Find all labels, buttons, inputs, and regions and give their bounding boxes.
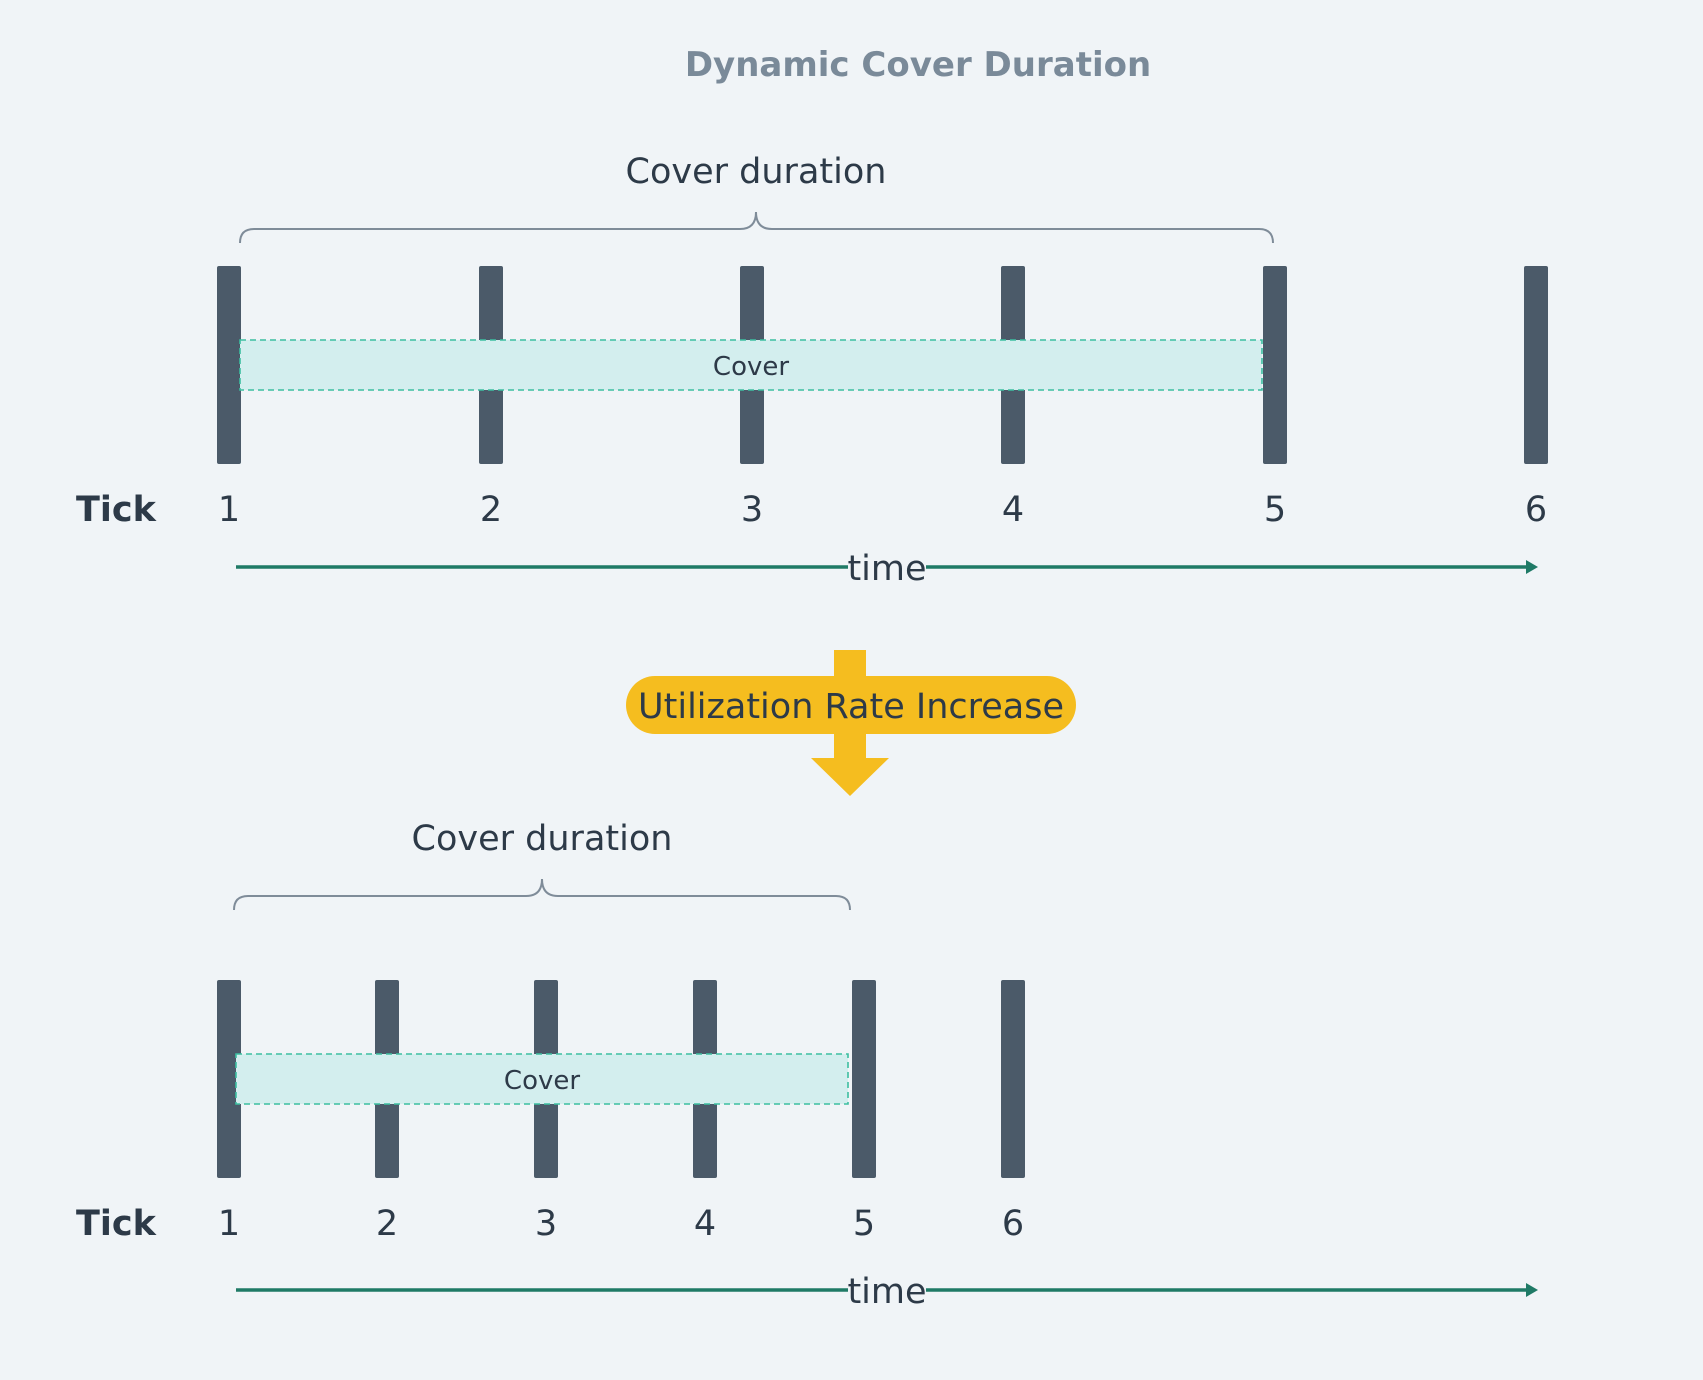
- tick-bar-5: [852, 980, 876, 1178]
- tick-bar-5: [1263, 266, 1287, 464]
- tick-number-2: 2: [376, 1204, 398, 1244]
- tick-number-2: 2: [480, 490, 502, 530]
- panel-after: Cover duration Tick 1 2 3 4 5 6 time Cover: [76, 819, 1538, 1312]
- cover-duration-label: Cover duration: [626, 152, 887, 192]
- cover-band: [239, 339, 1263, 391]
- time-axis-arrowhead: [1526, 1283, 1538, 1297]
- time-axis-label: time: [847, 1272, 926, 1312]
- tick-number-6: 6: [1002, 1204, 1024, 1244]
- tick-number-6: 6: [1525, 490, 1547, 530]
- cover-label: Cover: [713, 352, 789, 382]
- tick-bar-6: [1524, 266, 1548, 464]
- utilization-transition: Utilization Rate Increase: [626, 650, 1076, 796]
- tick-bar-6: [1001, 980, 1025, 1178]
- tick-number-3: 3: [535, 1204, 557, 1244]
- tick-number-5: 5: [1264, 490, 1286, 530]
- utilization-badge-label: Utilization Rate Increase: [638, 687, 1064, 727]
- tick-bar-1: [217, 266, 241, 464]
- tick-row-label: Tick: [76, 490, 157, 530]
- cover-band: [235, 1053, 849, 1105]
- time-axis-label: time: [847, 549, 926, 589]
- panel-before: Cover duration Tick 1 2 3 4 5 6 time Cover: [76, 152, 1548, 589]
- tick-number-1: 1: [218, 490, 240, 530]
- cover-duration-brace: [233, 878, 851, 911]
- utilization-badge: [626, 676, 1076, 734]
- tick-number-1: 1: [218, 1204, 240, 1244]
- tick-number-4: 4: [694, 1204, 716, 1244]
- cover-label: Cover: [504, 1066, 580, 1096]
- cover-duration-label: Cover duration: [412, 819, 673, 859]
- diagram-title: Dynamic Cover Duration: [685, 45, 1151, 85]
- tick-number-3: 3: [741, 490, 763, 530]
- tick-bar-1: [217, 980, 241, 1178]
- tick-number-4: 4: [1002, 490, 1024, 530]
- tick-row-label: Tick: [76, 1204, 157, 1244]
- cover-duration-brace: [239, 211, 1274, 244]
- tick-number-5: 5: [853, 1204, 875, 1244]
- time-axis-arrowhead: [1526, 560, 1538, 574]
